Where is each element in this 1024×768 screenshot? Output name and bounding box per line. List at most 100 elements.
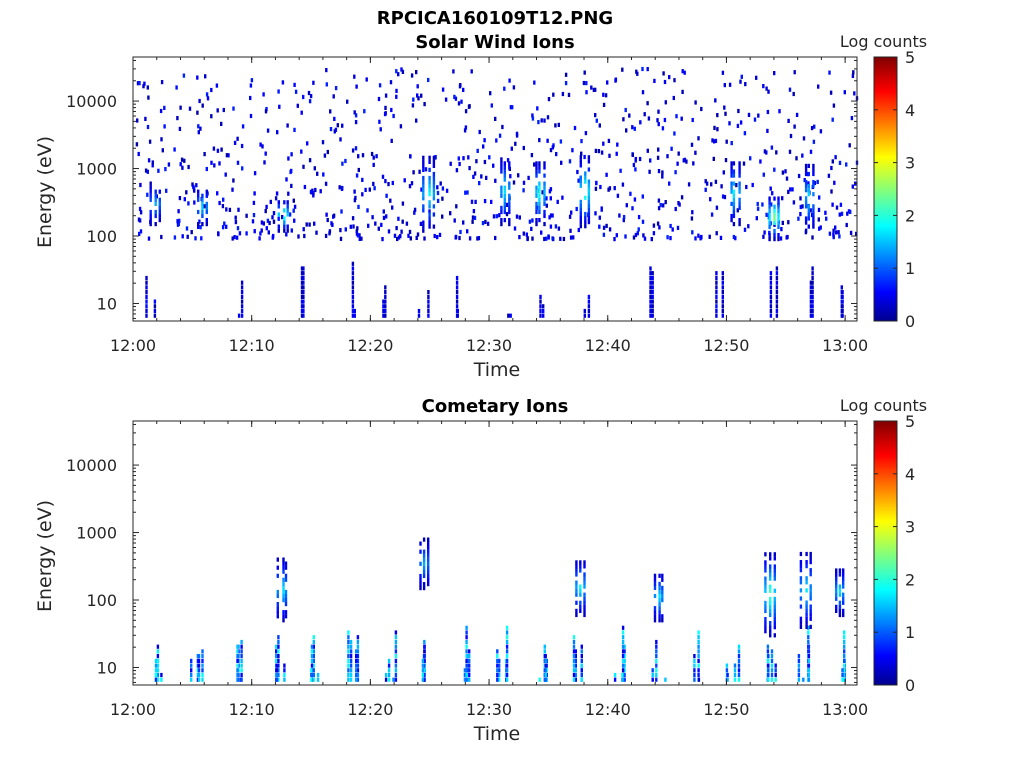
heatmap-cell <box>633 197 637 202</box>
heatmap-cell <box>773 588 776 593</box>
heatmap-cell <box>623 672 626 678</box>
heatmap-cell <box>587 183 591 188</box>
heatmap-cell <box>302 308 305 314</box>
heatmap-cell <box>285 232 288 237</box>
heatmap-cell <box>158 218 161 223</box>
heatmap-cell <box>236 672 239 678</box>
heatmap-cell <box>584 179 587 184</box>
heatmap-cell <box>277 658 280 663</box>
heatmap-cell <box>381 174 385 179</box>
heatmap-cell <box>154 672 158 678</box>
heatmap-cell <box>543 161 546 166</box>
heatmap-cell <box>428 192 431 197</box>
heatmap-cell <box>505 630 509 635</box>
heatmap-cell <box>791 187 794 192</box>
heatmap-cell <box>653 78 656 83</box>
heatmap-cell <box>730 169 733 174</box>
heatmap-cell <box>762 84 765 89</box>
heatmap-cell <box>349 672 353 678</box>
heatmap-cell <box>394 630 398 635</box>
heatmap-cell <box>382 209 385 214</box>
heatmap-cell <box>652 231 656 236</box>
heatmap-cell <box>697 649 700 654</box>
heatmap-cell <box>584 195 587 200</box>
heatmap-cell <box>394 635 398 640</box>
heatmap-cell <box>777 212 780 217</box>
heatmap-cell <box>282 593 285 599</box>
heatmap-cell <box>500 205 503 210</box>
heatmap-cell <box>473 171 477 176</box>
heatmap-cell <box>767 677 770 682</box>
heatmap-cell <box>328 231 331 236</box>
heatmap-cell <box>351 266 355 271</box>
heatmap-cell <box>483 159 487 165</box>
heatmap-cell <box>807 630 810 635</box>
heatmap-cell <box>351 308 355 314</box>
heatmap-cell <box>533 162 536 167</box>
heatmap-cell <box>197 124 200 129</box>
heatmap-cell <box>542 304 545 309</box>
colorbar-tick-label: 3 <box>905 154 915 173</box>
heatmap-cell <box>201 222 204 227</box>
heatmap-cell <box>779 236 783 241</box>
heatmap-cell <box>583 604 586 609</box>
heatmap-cell <box>805 551 808 557</box>
heatmap-cell <box>639 120 642 125</box>
heatmap-cell <box>260 220 264 225</box>
heatmap-cell <box>384 179 387 184</box>
heatmap-cell <box>583 592 586 597</box>
heatmap-cell <box>149 218 152 223</box>
heatmap-cell <box>492 214 496 219</box>
heatmap-cell <box>664 200 667 205</box>
heatmap-cell <box>777 216 780 221</box>
heatmap-cell <box>773 552 776 557</box>
heatmap-cell <box>579 564 582 569</box>
heatmap-cell <box>300 110 303 115</box>
heatmap-cell <box>738 205 741 210</box>
heatmap-cell <box>542 313 545 318</box>
heatmap-cell <box>135 142 139 147</box>
heatmap-cell <box>700 106 703 112</box>
colorbar-tick-label: 4 <box>905 101 915 120</box>
heatmap-cell <box>773 228 776 234</box>
heatmap-cell <box>733 668 737 673</box>
heatmap-cell <box>300 299 304 304</box>
heatmap-cell <box>468 672 471 678</box>
heatmap-cell <box>145 304 148 309</box>
heatmap-cell <box>621 630 625 635</box>
heatmap-cell <box>775 271 779 276</box>
heatmap-cell <box>344 158 347 164</box>
heatmap-cell <box>264 209 267 214</box>
heatmap-cell <box>632 235 636 240</box>
heatmap-cell <box>427 299 430 304</box>
heatmap-cell <box>809 294 813 299</box>
heatmap-cell <box>182 73 186 78</box>
heatmap-cell <box>816 179 819 184</box>
heatmap-cell <box>598 215 601 220</box>
heatmap-cell <box>420 93 423 98</box>
heatmap-cell <box>183 197 186 202</box>
heatmap-cell <box>543 209 546 215</box>
heatmap-cell <box>408 184 412 189</box>
heatmap-cell <box>697 639 700 645</box>
heatmap-cell <box>400 67 403 72</box>
heatmap-cell <box>769 564 772 569</box>
heatmap-cell <box>732 189 736 194</box>
heatmap-cell <box>276 602 279 607</box>
heatmap-cell <box>507 313 510 318</box>
heatmap-cell <box>732 161 736 166</box>
heatmap-cell <box>500 193 503 198</box>
heatmap-cell <box>312 639 315 645</box>
heatmap-cell <box>515 131 519 136</box>
heatmap-cell <box>292 208 295 213</box>
heatmap-cell <box>356 654 360 659</box>
heatmap-cell <box>737 644 741 649</box>
heatmap-cell <box>535 165 538 170</box>
heatmap-cell <box>756 206 760 211</box>
heatmap-cell <box>205 205 208 210</box>
heatmap-cell <box>674 170 677 175</box>
heatmap-cell <box>197 677 201 682</box>
heatmap-cell <box>562 236 566 242</box>
heatmap-cell <box>427 569 430 574</box>
heatmap-cell <box>775 304 779 309</box>
